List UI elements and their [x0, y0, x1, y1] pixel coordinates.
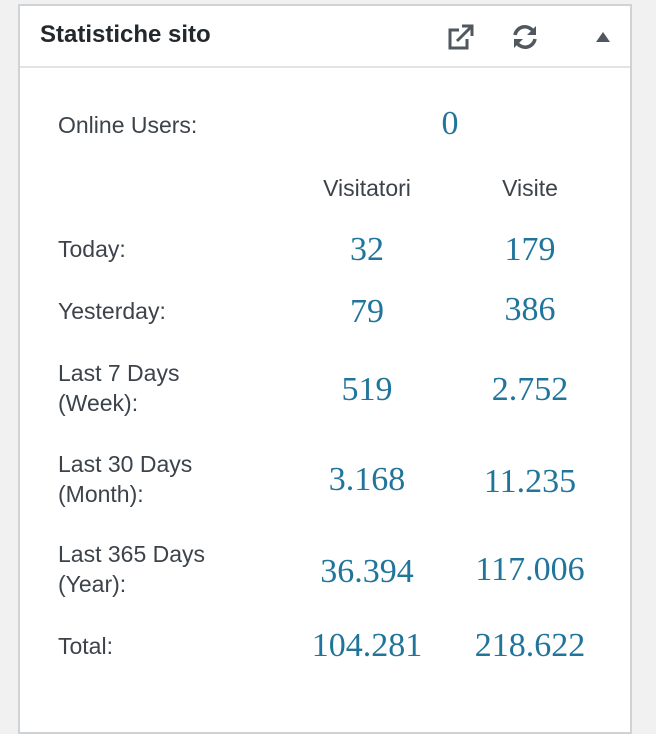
- month-visitors: 3.168: [328, 461, 406, 498]
- total-visitors: 104.281: [311, 627, 423, 664]
- external-link-button[interactable]: [444, 20, 478, 54]
- online-users-label: Online Users:: [58, 112, 198, 138]
- row-label-week: Last 7 Days (Week):: [58, 360, 180, 416]
- widget-header: Statistiche sito: [20, 6, 630, 68]
- toggle-panel-button[interactable]: [586, 20, 620, 54]
- week-visitors: 519: [341, 371, 393, 408]
- column-header-visitors: Visitatori: [323, 175, 411, 201]
- row-label-total: Total:: [58, 633, 113, 659]
- row-label-yesterday: Yesterday:: [58, 298, 166, 324]
- column-header-visits: Visite: [502, 175, 558, 201]
- collapse-arrow-icon: [596, 32, 610, 42]
- external-link-icon: [448, 24, 474, 50]
- row-label-today: Today:: [58, 236, 126, 262]
- refresh-button[interactable]: [508, 20, 542, 54]
- yesterday-visitors: 79: [350, 293, 384, 330]
- year-visitors: 36.394: [320, 553, 414, 590]
- yesterday-visits: 386: [504, 291, 556, 328]
- today-visitors: 32: [350, 231, 384, 268]
- row-label-year: Last 365 Days (Year):: [58, 541, 206, 597]
- online-users-value: 0: [441, 105, 459, 142]
- refresh-icon: [513, 25, 537, 49]
- year-visits: 117.006: [475, 551, 585, 588]
- week-visits: 2.752: [491, 371, 569, 408]
- row-label-month: Last 30 Days (Month):: [58, 451, 193, 507]
- today-visits: 179: [504, 231, 556, 268]
- total-visits: 218.622: [474, 627, 586, 664]
- month-visits: 11.235: [483, 463, 577, 500]
- stats-widget: Statistiche sito Online Users: 0: [18, 4, 632, 734]
- widget-title: Statistiche sito: [40, 21, 211, 48]
